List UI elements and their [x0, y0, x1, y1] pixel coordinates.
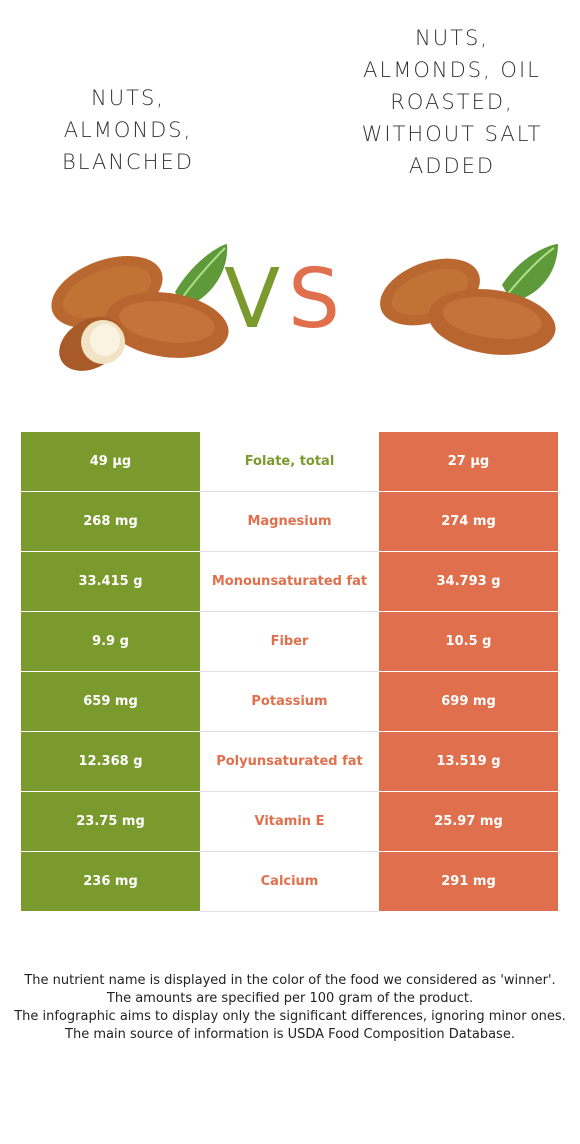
footnote-line: The infographic aims to display only the…	[14, 1009, 566, 1024]
nutrient-name: Monounsaturated fat	[200, 552, 379, 612]
almonds-image-left	[51, 244, 229, 371]
leaf-shape	[502, 244, 558, 302]
left-value: 236 mg	[21, 852, 200, 912]
nutrient-name: Magnesium	[200, 492, 379, 552]
table-row: 23.75 mg Vitamin E 25.97 mg	[21, 792, 558, 852]
left-value: 9.9 g	[21, 612, 200, 672]
nutrient-name: Polyunsaturated fat	[200, 732, 379, 792]
left-value: 23.75 mg	[21, 792, 200, 852]
footnote-line: The amounts are specified per 100 gram o…	[106, 991, 474, 1006]
nutrient-name: Vitamin E	[200, 792, 379, 852]
table-row: 12.368 g Polyunsaturated fat 13.519 g	[21, 732, 558, 792]
table-row: 9.9 g Fiber 10.5 g	[21, 612, 558, 672]
table-row: 33.415 g Monounsaturated fat 34.793 g	[21, 552, 558, 612]
vs-letter-v: V	[224, 252, 281, 347]
right-value: 13.519 g	[379, 732, 558, 792]
right-value: 699 mg	[379, 672, 558, 732]
nutrient-name: Potassium	[200, 672, 379, 732]
left-value: 12.368 g	[21, 732, 200, 792]
right-food-title: NUTS, ALMONDS, OIL ROASTED, WITHOUT SALT…	[361, 26, 543, 178]
table-row: 236 mg Calcium 291 mg	[21, 852, 558, 912]
footnote: The nutrient name is displayed in the co…	[14, 972, 566, 1044]
left-food-title: NUTS, ALMONDS, BLANCHED	[62, 86, 194, 174]
left-value: 659 mg	[21, 672, 200, 732]
table-row: 659 mg Potassium 699 mg	[21, 672, 558, 732]
nutrient-name: Calcium	[200, 852, 379, 912]
table-row: 49 µg Folate, total 27 µg	[21, 432, 558, 492]
nutrient-name: Fiber	[200, 612, 379, 672]
left-value: 268 mg	[21, 492, 200, 552]
right-value: 27 µg	[379, 432, 558, 492]
left-value: 49 µg	[21, 432, 200, 492]
footnote-line: The nutrient name is displayed in the co…	[24, 973, 556, 988]
right-value: 34.793 g	[379, 552, 558, 612]
vs-letter-s: S	[288, 252, 341, 347]
right-value: 25.97 mg	[379, 792, 558, 852]
left-value: 33.415 g	[21, 552, 200, 612]
table-row: 268 mg Magnesium 274 mg	[21, 492, 558, 552]
right-value: 274 mg	[379, 492, 558, 552]
almonds-image-right	[380, 244, 558, 355]
nutrient-name: Folate, total	[200, 432, 379, 492]
right-value: 10.5 g	[379, 612, 558, 672]
footnote-line: The main source of information is USDA F…	[65, 1027, 515, 1042]
right-value: 291 mg	[379, 852, 558, 912]
